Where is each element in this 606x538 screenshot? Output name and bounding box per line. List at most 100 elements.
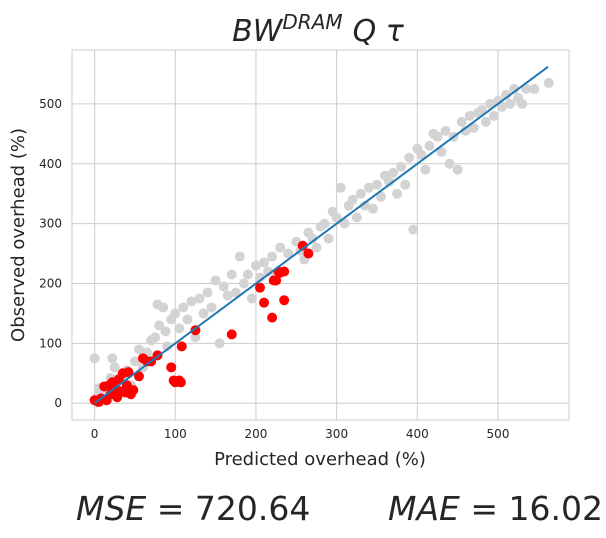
y-tick-label: 500 — [39, 97, 62, 111]
scatter-point-gray — [250, 260, 261, 271]
scatter-point-gray — [484, 98, 495, 109]
scatter-point-gray — [182, 314, 193, 325]
mae-value: 16.02 — [508, 489, 604, 528]
scatter-point-gray — [186, 296, 197, 307]
scatter-point-gray — [160, 326, 171, 337]
mse-value: 720.64 — [194, 489, 311, 528]
scatter-point-gray — [238, 278, 249, 289]
x-tick-label: 100 — [164, 427, 187, 441]
scatter-point-gray — [335, 182, 346, 193]
scatter-point-gray — [170, 308, 181, 319]
y-tick-label: 200 — [39, 276, 62, 290]
x-tick-label: 200 — [245, 427, 268, 441]
scatter-point-gray — [254, 272, 265, 283]
scatter-point-red — [271, 275, 282, 286]
scatter-point-gray — [230, 287, 241, 298]
fit-line — [93, 65, 549, 405]
scatter-point-gray — [107, 353, 118, 364]
scatter-point-gray — [416, 149, 427, 160]
highlight-points — [89, 240, 314, 408]
scatter-point-gray — [206, 302, 217, 313]
x-tick-label: 0 — [91, 427, 99, 441]
scatter-point-gray — [246, 293, 257, 304]
scatter-point-gray — [339, 218, 350, 229]
scatter-point-gray — [210, 275, 221, 286]
mae-metric: MAE = 16.02 — [388, 489, 603, 528]
scatter-point-gray — [543, 77, 554, 88]
scatter-point-gray — [396, 161, 407, 172]
x-axis-label: Predicted overhead (%) — [214, 449, 426, 470]
scatter-point-gray — [464, 110, 475, 121]
scatter-point-gray — [529, 83, 540, 94]
scatter-point-gray — [505, 98, 516, 109]
scatter-point-gray — [367, 203, 378, 214]
scatter-point-gray — [214, 338, 225, 349]
scatter-point-red — [279, 295, 290, 306]
title-suffix: Q τ — [353, 14, 405, 49]
scatter-point-gray — [198, 308, 209, 319]
scatter-point-gray — [404, 152, 415, 163]
scatter-point-gray — [323, 233, 334, 244]
y-tick-label: 300 — [39, 217, 62, 231]
scatter-point-gray — [222, 290, 233, 301]
scatter-point-gray — [275, 242, 286, 253]
scatter-point-gray — [283, 248, 294, 259]
scatter-point-gray — [497, 101, 508, 112]
scatter-point-gray — [154, 320, 165, 331]
scatter-point-gray — [150, 332, 161, 343]
scatter-point-gray — [521, 83, 532, 94]
scatter-point-red — [226, 329, 237, 340]
scatter-point-gray — [267, 251, 278, 262]
scatter-point-gray — [162, 341, 173, 352]
scatter-point-gray — [420, 164, 431, 175]
scatter-point-gray — [363, 182, 374, 193]
scatter-point-gray — [311, 242, 322, 253]
scatter-point-gray — [226, 269, 237, 280]
title-base: BW — [232, 14, 284, 49]
scatter-point-gray — [517, 98, 528, 109]
scatter-point-gray — [347, 194, 358, 205]
scatter-point-red — [128, 385, 139, 396]
x-tick-label: 400 — [406, 427, 429, 441]
scatter-point-gray — [319, 218, 330, 229]
scatter-point-gray — [158, 302, 169, 313]
scatter-point-gray — [501, 89, 512, 100]
mse-metric: MSE = 720.64 — [76, 489, 310, 528]
fit-line-group — [93, 65, 549, 405]
scatter-point-gray — [509, 83, 520, 94]
scatter-point-gray — [388, 167, 399, 178]
scatter-point-gray — [218, 281, 229, 292]
scatter-point-gray — [476, 104, 487, 115]
scatter-point-gray — [359, 200, 370, 211]
mae-label: MAE — [388, 489, 460, 528]
scatter-point-gray — [371, 179, 382, 190]
scatter-point-gray — [351, 212, 362, 223]
scatter-point-gray — [440, 125, 451, 136]
scatter-point-gray — [456, 116, 467, 127]
scatter-point-red — [259, 297, 270, 308]
scatter-point-red — [303, 248, 314, 259]
mae-equals: = — [459, 489, 509, 528]
scatter-point-gray — [174, 323, 185, 334]
y-tick-label: 0 — [54, 396, 62, 410]
scatter-point-red — [133, 371, 144, 382]
x-tick-label: 300 — [325, 427, 348, 441]
scatter-point-gray — [242, 269, 253, 280]
scatter-point-gray — [436, 146, 447, 157]
scatter-point-gray — [408, 224, 419, 235]
mse-equals: = — [146, 489, 195, 528]
x-tick-labels: 0 100 200 300 400 500 — [91, 427, 510, 441]
scatter-point-red — [279, 266, 290, 277]
scatter-point-gray — [109, 362, 120, 373]
scatter-point-red — [166, 362, 177, 373]
scatter-point-gray — [376, 191, 387, 202]
scatter-point-gray — [129, 356, 140, 367]
scatter-point-gray — [89, 353, 100, 364]
scatter-point-gray — [355, 188, 366, 199]
mse-label: MSE — [76, 489, 147, 528]
y-tick-labels: 0 100 200 300 400 500 — [39, 97, 62, 410]
scatter-point-red — [176, 341, 187, 352]
chart-title: BWDRAM Q τ — [232, 10, 405, 49]
scatter-point-gray — [384, 176, 395, 187]
